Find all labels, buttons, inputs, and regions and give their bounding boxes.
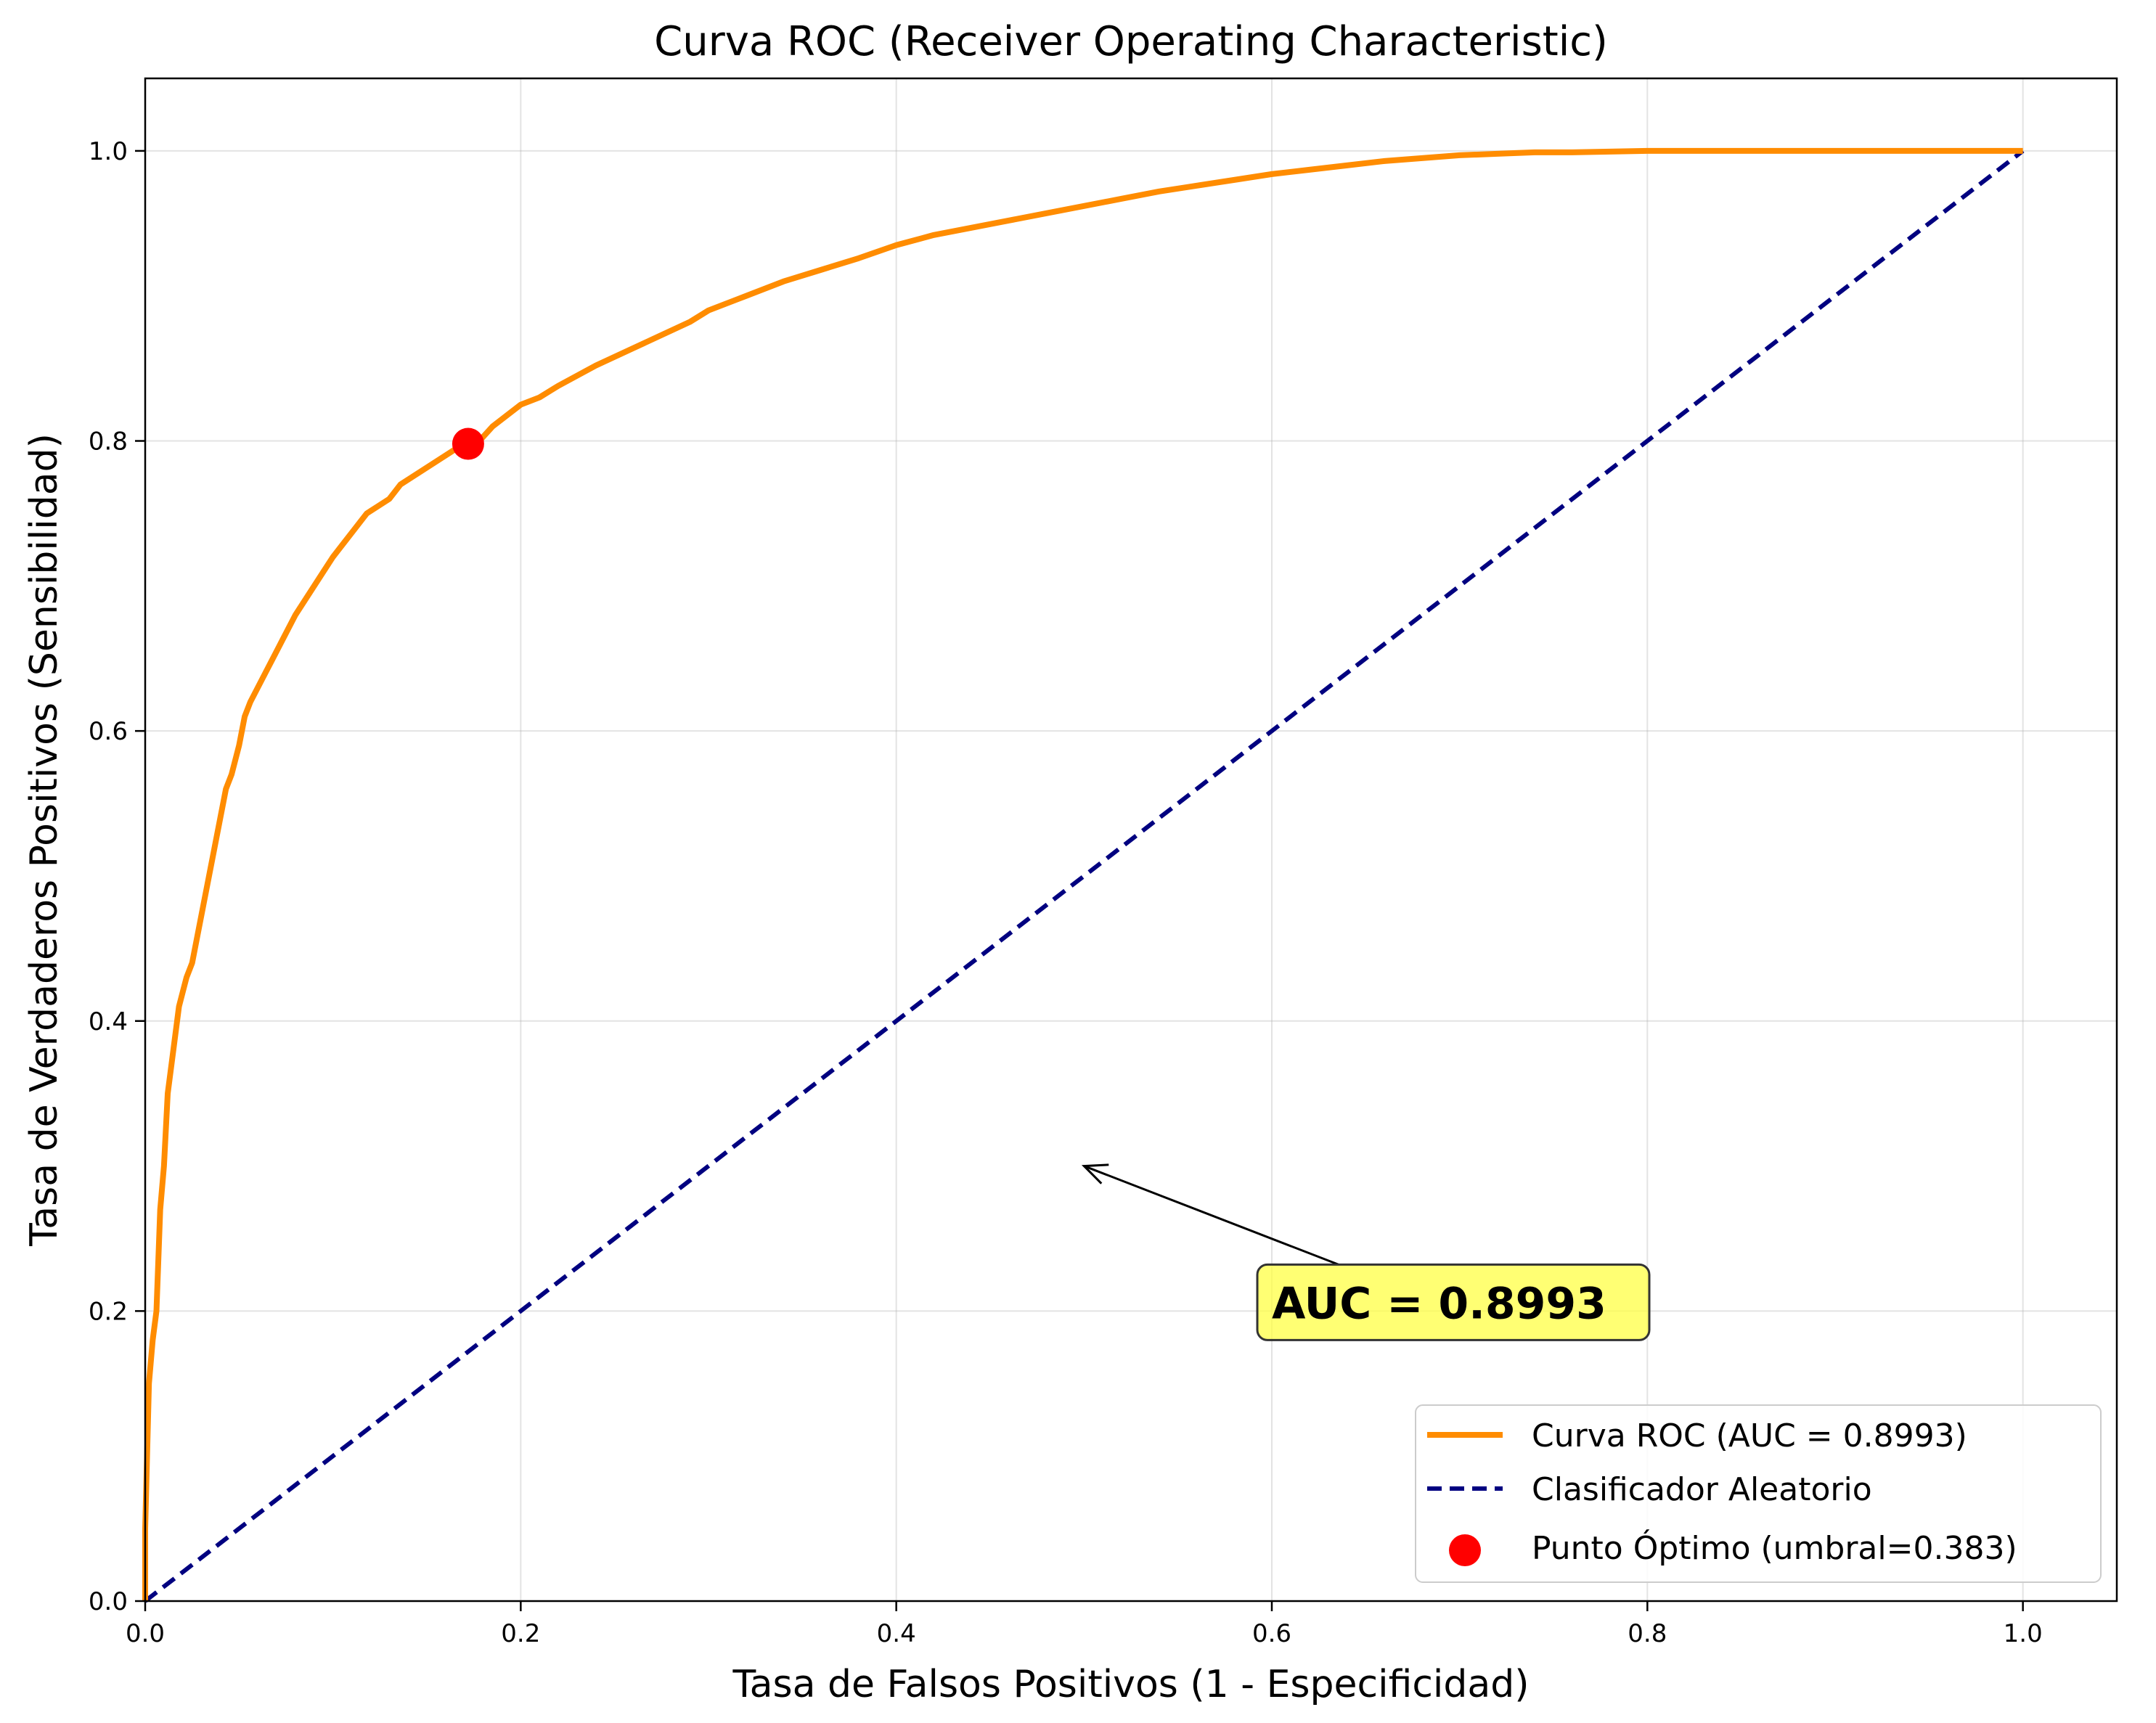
legend-random-label: Clasificador Aleatorio xyxy=(1532,1471,1872,1508)
grid-lines xyxy=(144,78,2117,1602)
y-tick-label: 0.2 xyxy=(89,1297,128,1326)
x-tick-label: 0.4 xyxy=(877,1619,916,1648)
legend: Curva ROC (AUC = 0.8993) Clasificador Al… xyxy=(1415,1404,2102,1583)
annotation-text: AUC = 0.8993 xyxy=(1272,1278,1606,1329)
series-layer xyxy=(142,147,2025,1603)
x-tick-label: 0.8 xyxy=(1628,1619,1667,1648)
annotation-box xyxy=(1256,1263,1651,1341)
chart-title: Curva ROC (Receiver Operating Characteri… xyxy=(654,18,1608,65)
y-tick-label: 0.4 xyxy=(89,1007,128,1036)
x-tick-label: 0.6 xyxy=(1252,1619,1291,1648)
annotation-arrowhead xyxy=(1081,1163,1109,1184)
optimal-point xyxy=(452,427,484,460)
plot-frame xyxy=(144,77,2118,1603)
x-tick-label: 0.2 xyxy=(501,1619,540,1648)
roc-curve-line xyxy=(142,147,2023,1601)
legend-box xyxy=(1415,1404,2102,1583)
legend-roc-label: Curva ROC (AUC = 0.8993) xyxy=(1532,1417,1967,1454)
y-tick-label: 0.0 xyxy=(89,1587,128,1616)
y-tick-label: 1.0 xyxy=(89,137,128,166)
axis-ticks: 0.0 0.2 0.4 0.6 0.8 1.0 0.0 0.2 0.4 0.6 0.8 1.0 xyxy=(89,137,2043,1648)
auc-annotation: AUC = 0.8993 xyxy=(1081,1163,1651,1341)
x-tick-label: 0.0 xyxy=(126,1619,165,1648)
y-axis-label: Tasa de Verdaderos Positivos (Sensibilid… xyxy=(23,433,66,1247)
annotation-arrow xyxy=(1083,1165,1339,1266)
y-tick-label: 0.6 xyxy=(89,717,128,746)
x-tick-label: 1.0 xyxy=(2004,1619,2043,1648)
legend-point-label: Punto Óptimo (umbral=0.383) xyxy=(1532,1528,2017,1567)
legend-point-swatch xyxy=(1449,1534,1481,1566)
x-axis-label: Tasa de Falsos Positivos (1 - Especifici… xyxy=(732,1663,1529,1706)
random-classifier-line xyxy=(144,149,2025,1603)
y-tick-label: 0.8 xyxy=(89,427,128,457)
